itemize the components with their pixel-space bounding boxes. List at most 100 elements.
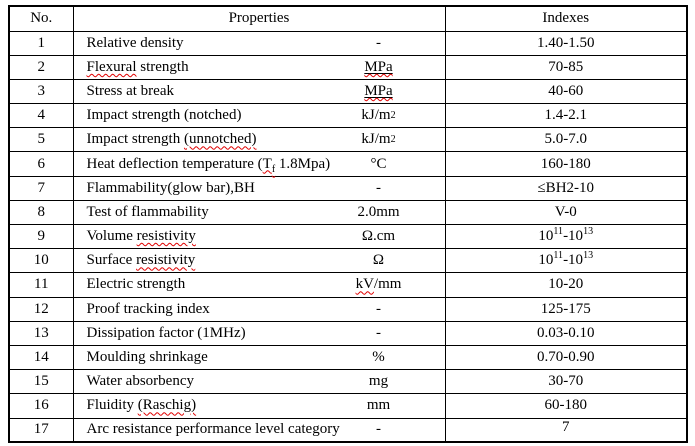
index-cell: 5.0-7.0 <box>444 127 688 153</box>
row-number-cell: 6 <box>8 151 74 177</box>
property-cell: Relative density - <box>72 30 446 56</box>
row-number-cell: 15 <box>8 369 74 395</box>
index-cell: 7 <box>444 417 688 443</box>
table-row: 3 Stress at break MPa 40-60 <box>8 78 688 105</box>
index-cell: 125-175 <box>444 296 688 322</box>
property-name: Flammability(glow bar),BH <box>86 179 255 196</box>
property-name: Impact strength (notched) <box>86 107 242 124</box>
index-cell: 60-180 <box>444 393 688 419</box>
spellcheck-squiggle: Flexural <box>86 58 137 75</box>
row-number-cell: 3 <box>8 78 74 105</box>
table-row: 2 Flexural strength MPa 70-85 <box>8 54 688 80</box>
spellcheck-squiggle: kV <box>355 276 374 293</box>
row-number-cell: 1 <box>8 30 74 56</box>
unit-label: - <box>376 324 381 341</box>
spellcheck-squiggle: MPa <box>364 82 393 99</box>
col-header-no: No. <box>8 5 74 32</box>
unit-label: kJ/m 2 <box>361 131 396 148</box>
index-cell: 1011-1013 <box>444 248 688 274</box>
row-number-cell: 5 <box>8 127 74 153</box>
text-segment: 13 <box>583 226 594 238</box>
row-number-cell: 7 <box>8 175 74 201</box>
property-cell: Electric strength kV/mm <box>72 272 446 298</box>
spellcheck-squiggle: (unnotched) <box>183 131 257 148</box>
col-header-indexes: Indexes <box>444 5 688 32</box>
text-segment: 13 <box>583 250 594 262</box>
property-name: Water absorbency <box>86 373 195 390</box>
property-cell: Fluidity (Raschig) mm <box>72 393 446 419</box>
row-number-cell: 17 <box>8 417 74 443</box>
header-row: No. Properties Indexes <box>8 5 688 32</box>
table-row: 15 Water absorbency mg 30-70 <box>8 369 688 395</box>
row-number-cell: 8 <box>8 199 74 226</box>
index-cell: 10-20 <box>444 272 688 298</box>
row-number-cell: 16 <box>8 393 74 419</box>
unit-label: % <box>372 349 385 366</box>
unit-label: Ω <box>372 252 385 269</box>
unit-label: Ω.cm <box>361 228 396 245</box>
unit-label: MPa <box>314 56 444 79</box>
unit-label: 2.0mm <box>357 203 400 220</box>
unit-label: mm <box>366 397 391 414</box>
property-name: Heat deflection temperature (Tf 1.8Mpa) <box>86 155 331 175</box>
unit-label: mg <box>368 373 389 390</box>
spellcheck-squiggle: f <box>271 163 276 175</box>
table-row: 11 Electric strength kV/mm 10-20 <box>8 272 688 298</box>
spellcheck-squiggle: (Raschig) <box>137 397 197 414</box>
index-cell: V-0 <box>444 199 688 226</box>
row-number-cell: 4 <box>8 103 74 129</box>
col-header-properties: Properties <box>72 5 446 32</box>
property-cell: Moulding shrinkage% <box>72 344 446 371</box>
index-cell: 0.70-0.90 <box>444 344 688 371</box>
property-name: Volume resistivity <box>86 228 196 245</box>
table-row: 12 Proof tracking index - 125-175 <box>8 296 688 322</box>
index-cell: 40-60 <box>444 78 688 105</box>
row-number-cell: 13 <box>8 320 74 346</box>
property-name: Arc resistance performance level categor… <box>86 421 340 438</box>
index-cell: ≤BH2-10 <box>444 175 688 201</box>
table-row: 8 Test of flammability 2.0mm V-0 <box>8 199 688 226</box>
table-row: 1 Relative density - 1.40-1.50 <box>8 30 688 56</box>
table-row: 4 Impact strength (notched) kJ/m 2 1.4-2.1 <box>8 103 688 129</box>
table-row: 14 Moulding shrinkage% 0.70-0.90 <box>8 344 688 371</box>
property-name: Relative density <box>86 34 184 51</box>
property-name: Test of flammability <box>86 203 209 220</box>
property-cell: Volume resistivity Ω.cm <box>72 223 446 250</box>
row-number-cell: 2 <box>8 54 74 80</box>
text-segment: MPa <box>364 83 392 100</box>
property-name: Flexural strength <box>86 58 189 75</box>
row-number-cell: 14 <box>8 344 74 371</box>
text-segment: MPa <box>364 59 392 76</box>
unit-label: - <box>376 300 381 317</box>
row-number-cell: 9 <box>8 223 74 250</box>
property-cell: Water absorbency mg <box>72 369 446 395</box>
property-cell: Surface resistivity Ω <box>72 248 446 274</box>
spellcheck-squiggle: T <box>262 155 272 172</box>
property-cell: Flexural strength MPa <box>72 54 446 80</box>
property-name: Fluidity (Raschig) <box>86 397 197 414</box>
index-cell: 1.4-2.1 <box>444 103 688 129</box>
property-cell: Proof tracking index - <box>72 296 446 322</box>
property-cell: Arc resistance performance level categor… <box>72 417 446 443</box>
text-segment: 11 <box>553 250 564 262</box>
property-cell: Dissipation factor (1MHz) - <box>72 320 446 346</box>
property-cell: Impact strength (notched) kJ/m 2 <box>72 103 446 129</box>
table-row: 6 Heat deflection temperature (Tf 1.8Mpa)… <box>8 151 688 177</box>
unit-label: - <box>376 421 381 438</box>
index-cell: 1011-1013 <box>444 223 688 250</box>
index-cell: 160-180 <box>444 151 688 177</box>
spellcheck-squiggle: MPa <box>364 58 393 75</box>
unit-label: - <box>376 34 381 51</box>
index-cell: 30-70 <box>444 369 688 395</box>
table-row: 9 Volume resistivity Ω.cm 1011-1013 <box>8 223 688 250</box>
text-segment: 11 <box>553 226 564 238</box>
table-row: 13 Dissipation factor (1MHz) - 0.03-0.10 <box>8 320 688 346</box>
property-cell: Stress at break MPa <box>72 78 446 105</box>
table-row: 16 Fluidity (Raschig) mm 60-180 <box>8 393 688 419</box>
unit-label: MPa <box>314 80 444 103</box>
text-segment: f <box>272 164 275 175</box>
index-cell: 0.03-0.10 <box>444 320 688 346</box>
table-row: 5 Impact strength (unnotched) kJ/m 2 5.0-7.0 <box>8 127 688 153</box>
property-name: Stress at break <box>86 82 174 99</box>
